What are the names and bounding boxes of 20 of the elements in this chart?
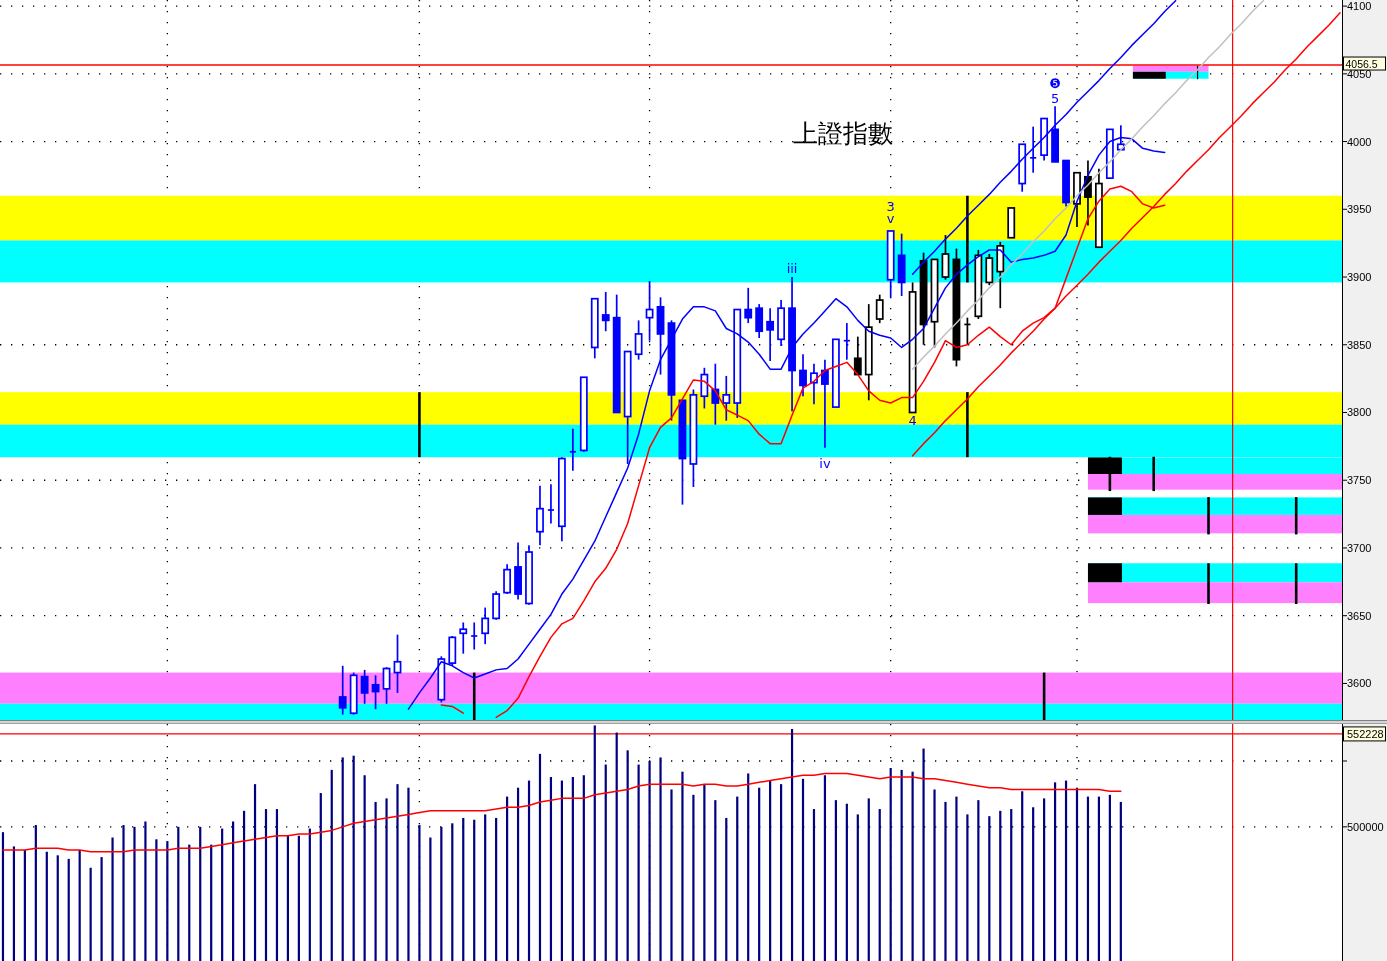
y-tick-label: 3600 [1347,677,1372,690]
y-tick-label: 500000 [1347,820,1384,833]
y-tick-label: 3650 [1347,609,1372,622]
annotation: ❺ [1049,75,1061,91]
y-tick-label: 3800 [1347,406,1372,419]
y-tick-label: 3950 [1347,203,1372,216]
y-tick-label: 3850 [1347,338,1372,351]
ref-line-label: 4056.5 [1345,57,1378,70]
annotation: iv [819,456,831,472]
y-tick-label: 4000 [1347,135,1372,148]
annotation: 5 [1050,90,1060,106]
text: 上證指數 [793,118,893,148]
y-tick-label: 4100 [1347,0,1372,13]
y-tick-label: 3750 [1347,474,1372,487]
annotation: 4 [908,413,917,429]
y-tick-label: 3700 [1347,541,1372,554]
y-tick-label: 4050 [1347,67,1372,80]
y-tick-label: 552228 [1347,727,1384,740]
y-tick-label: 3900 [1347,271,1372,284]
annotation: iii [786,261,798,277]
